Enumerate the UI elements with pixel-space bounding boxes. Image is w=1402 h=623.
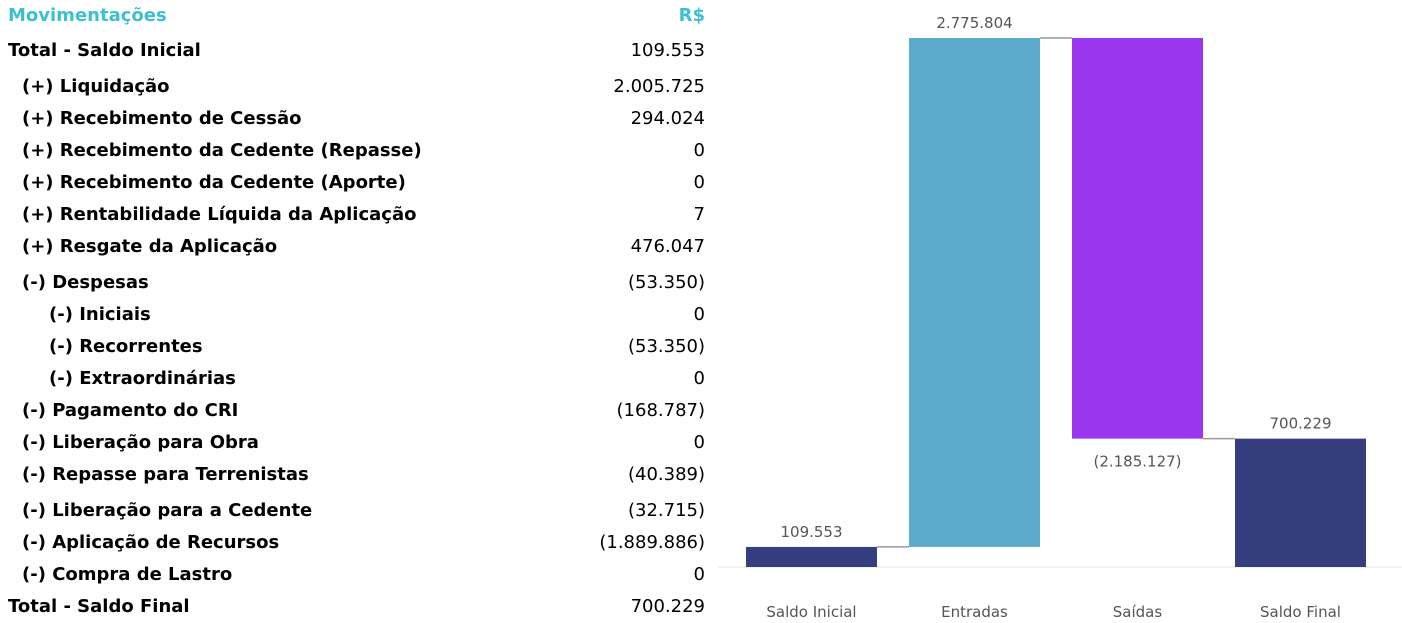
row-label: (-) Pagamento do CRI (22, 400, 239, 421)
row-value: 109.553 (630, 40, 705, 61)
bar-2 (1072, 38, 1203, 439)
row-label: Total - Saldo Final (8, 596, 190, 617)
table-row: Total - Saldo Inicial 109.553 (8, 40, 705, 62)
bar-3 (1235, 438, 1366, 567)
table-row: (-) Recorrentes (53.350) (8, 336, 705, 358)
row-label: (-) Recorrentes (49, 336, 203, 357)
row-label: (-) Iniciais (49, 304, 151, 325)
row-value: (32.715) (627, 500, 705, 521)
table-row: (-) Despesas (53.350) (8, 272, 705, 294)
table-row: (+) Recebimento da Cedente (Repasse) 0 (8, 140, 705, 162)
category-label: Entradas (941, 603, 1008, 621)
bar-1 (909, 38, 1040, 547)
row-label: (+) Liquidação (22, 76, 170, 97)
data-label: 700.229 (1269, 415, 1331, 433)
row-value: 0 (693, 432, 705, 453)
table-row: (+) Liquidação 2.005.725 (8, 76, 705, 98)
row-label: (-) Extraordinárias (49, 368, 236, 389)
category-label: Saldo Final (1260, 603, 1341, 621)
row-value: 0 (693, 140, 705, 161)
table-row: (-) Iniciais 0 (8, 304, 705, 326)
table-header-unit: R$ (678, 5, 705, 26)
row-value: 0 (693, 304, 705, 325)
table-row: (+) Rentabilidade Líquida da Aplicação 7 (8, 204, 705, 226)
table-row: (-) Liberação para Obra 0 (8, 432, 705, 454)
table-row: (-) Compra de Lastro 0 (8, 564, 705, 586)
row-value: 0 (693, 172, 705, 193)
row-label: (-) Liberação para a Cedente (22, 500, 313, 521)
row-label: (-) Liberação para Obra (22, 432, 259, 453)
table-row: (-) Aplicação de Recursos (1.889.886) (8, 532, 705, 554)
row-value: 294.024 (630, 108, 705, 129)
data-label: 2.775.804 (936, 14, 1012, 32)
data-label: 109.553 (780, 523, 842, 541)
row-label: (-) Repasse para Terrenistas (22, 464, 309, 485)
table-row: (-) Liberação para a Cedente (32.715) (8, 500, 705, 522)
bar-0 (746, 546, 877, 567)
row-value: 700.229 (630, 596, 705, 617)
data-label: (2.185.127) (1093, 453, 1181, 471)
row-label: (+) Recebimento da Cedente (Repasse) (22, 140, 422, 161)
table-row: (+) Recebimento da Cedente (Aporte) 0 (8, 172, 705, 194)
row-value: 2.005.725 (613, 76, 705, 97)
category-label: Saídas (1113, 603, 1163, 621)
row-value: (40.389) (627, 464, 705, 485)
row-label: (+) Rentabilidade Líquida da Aplicação (22, 204, 417, 225)
row-label: Total - Saldo Inicial (8, 40, 201, 61)
row-label: (-) Aplicação de Recursos (22, 532, 280, 553)
row-label: (-) Despesas (22, 272, 149, 293)
row-value: (53.350) (627, 272, 705, 293)
table-row: (-) Extraordinárias 0 (8, 368, 705, 390)
row-value: 0 (693, 564, 705, 585)
row-value: 7 (693, 204, 705, 225)
category-label: Saldo Inicial (766, 603, 856, 621)
table-row: Total - Saldo Final 700.229 (8, 596, 705, 618)
row-label: (-) Compra de Lastro (22, 564, 233, 585)
table-header-label: Movimentações (8, 5, 167, 26)
row-label: (+) Recebimento da Cedente (Aporte) (22, 172, 406, 193)
table-row: (+) Recebimento de Cessão 294.024 (8, 108, 705, 130)
row-value: (1.889.886) (599, 532, 705, 553)
table-row: (-) Pagamento do CRI (168.787) (8, 400, 705, 422)
row-value: 0 (693, 368, 705, 389)
row-value: 476.047 (630, 236, 705, 257)
waterfall-chart: Saldo Inicial 109.553 Entradas 2.775.804 Saí… (718, 14, 1402, 621)
row-label: (+) Recebimento de Cessão (22, 108, 302, 129)
table-row: (+) Resgate da Aplicação 476.047 (8, 236, 705, 258)
row-label: (+) Resgate da Aplicação (22, 236, 278, 257)
row-value: (168.787) (616, 400, 705, 421)
table-row: (-) Repasse para Terrenistas (40.389) (8, 464, 705, 486)
row-value: (53.350) (627, 336, 705, 357)
